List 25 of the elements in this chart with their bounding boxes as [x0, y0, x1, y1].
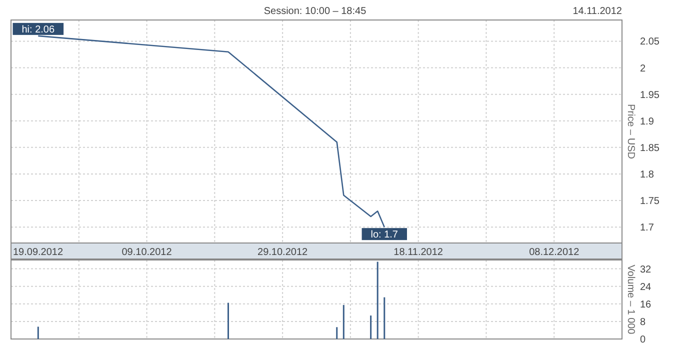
y-tick-label: 24 — [640, 282, 652, 293]
line-series — [38, 35, 386, 228]
x-tick-label: 18.11.2012 — [394, 247, 444, 258]
y-tick-label: 16 — [640, 299, 652, 310]
y-tick-label: 2.05 — [640, 36, 660, 48]
annotation: lo: 1.7 — [370, 230, 398, 241]
y-tick-label: 1.7 — [640, 222, 654, 234]
y-axis-title: Volume – 1 000 — [625, 264, 636, 335]
chart-subtitle: 14.11.2012 — [572, 6, 622, 17]
y-tick-label: 1.85 — [640, 142, 660, 154]
x-tick-label: 29.10.2012 — [258, 247, 308, 258]
x-tick-label: 09.10.2012 — [122, 247, 172, 258]
y-axis-title: Price – USD — [625, 104, 636, 160]
y-tick-label: 2 — [640, 63, 646, 74]
y-tick-label: 8 — [640, 316, 646, 328]
x-tick-label: 08.12.2012 — [529, 247, 580, 258]
chart-title: Session: 10:00 – 18:45 — [264, 6, 367, 17]
y-tick-label: 1.8 — [640, 169, 654, 180]
x-tick-label: 19.09.2012 — [13, 247, 64, 258]
y-tick-label: 0 — [640, 334, 646, 345]
y-tick-label: 32 — [640, 264, 652, 276]
y-tick-label: 1.9 — [640, 116, 654, 128]
annotation: hi: 2.06 — [22, 24, 55, 36]
y-tick-label: 1.95 — [640, 90, 660, 101]
y-tick-label: 1.75 — [640, 196, 660, 208]
